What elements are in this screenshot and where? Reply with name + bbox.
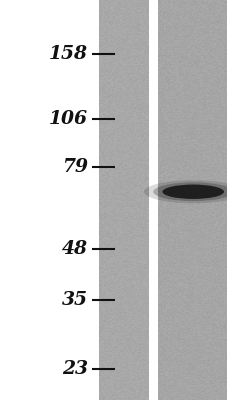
Text: 35: 35 <box>62 291 87 309</box>
Bar <box>99 0 149 400</box>
Text: 23: 23 <box>62 360 87 378</box>
Text: 79: 79 <box>62 158 87 176</box>
Ellipse shape <box>143 180 227 203</box>
Text: 106: 106 <box>49 110 87 128</box>
Bar <box>149 0 158 400</box>
Bar <box>158 0 227 400</box>
Ellipse shape <box>162 184 223 199</box>
Text: 158: 158 <box>49 45 87 63</box>
Ellipse shape <box>153 182 227 201</box>
Text: 48: 48 <box>62 240 87 258</box>
